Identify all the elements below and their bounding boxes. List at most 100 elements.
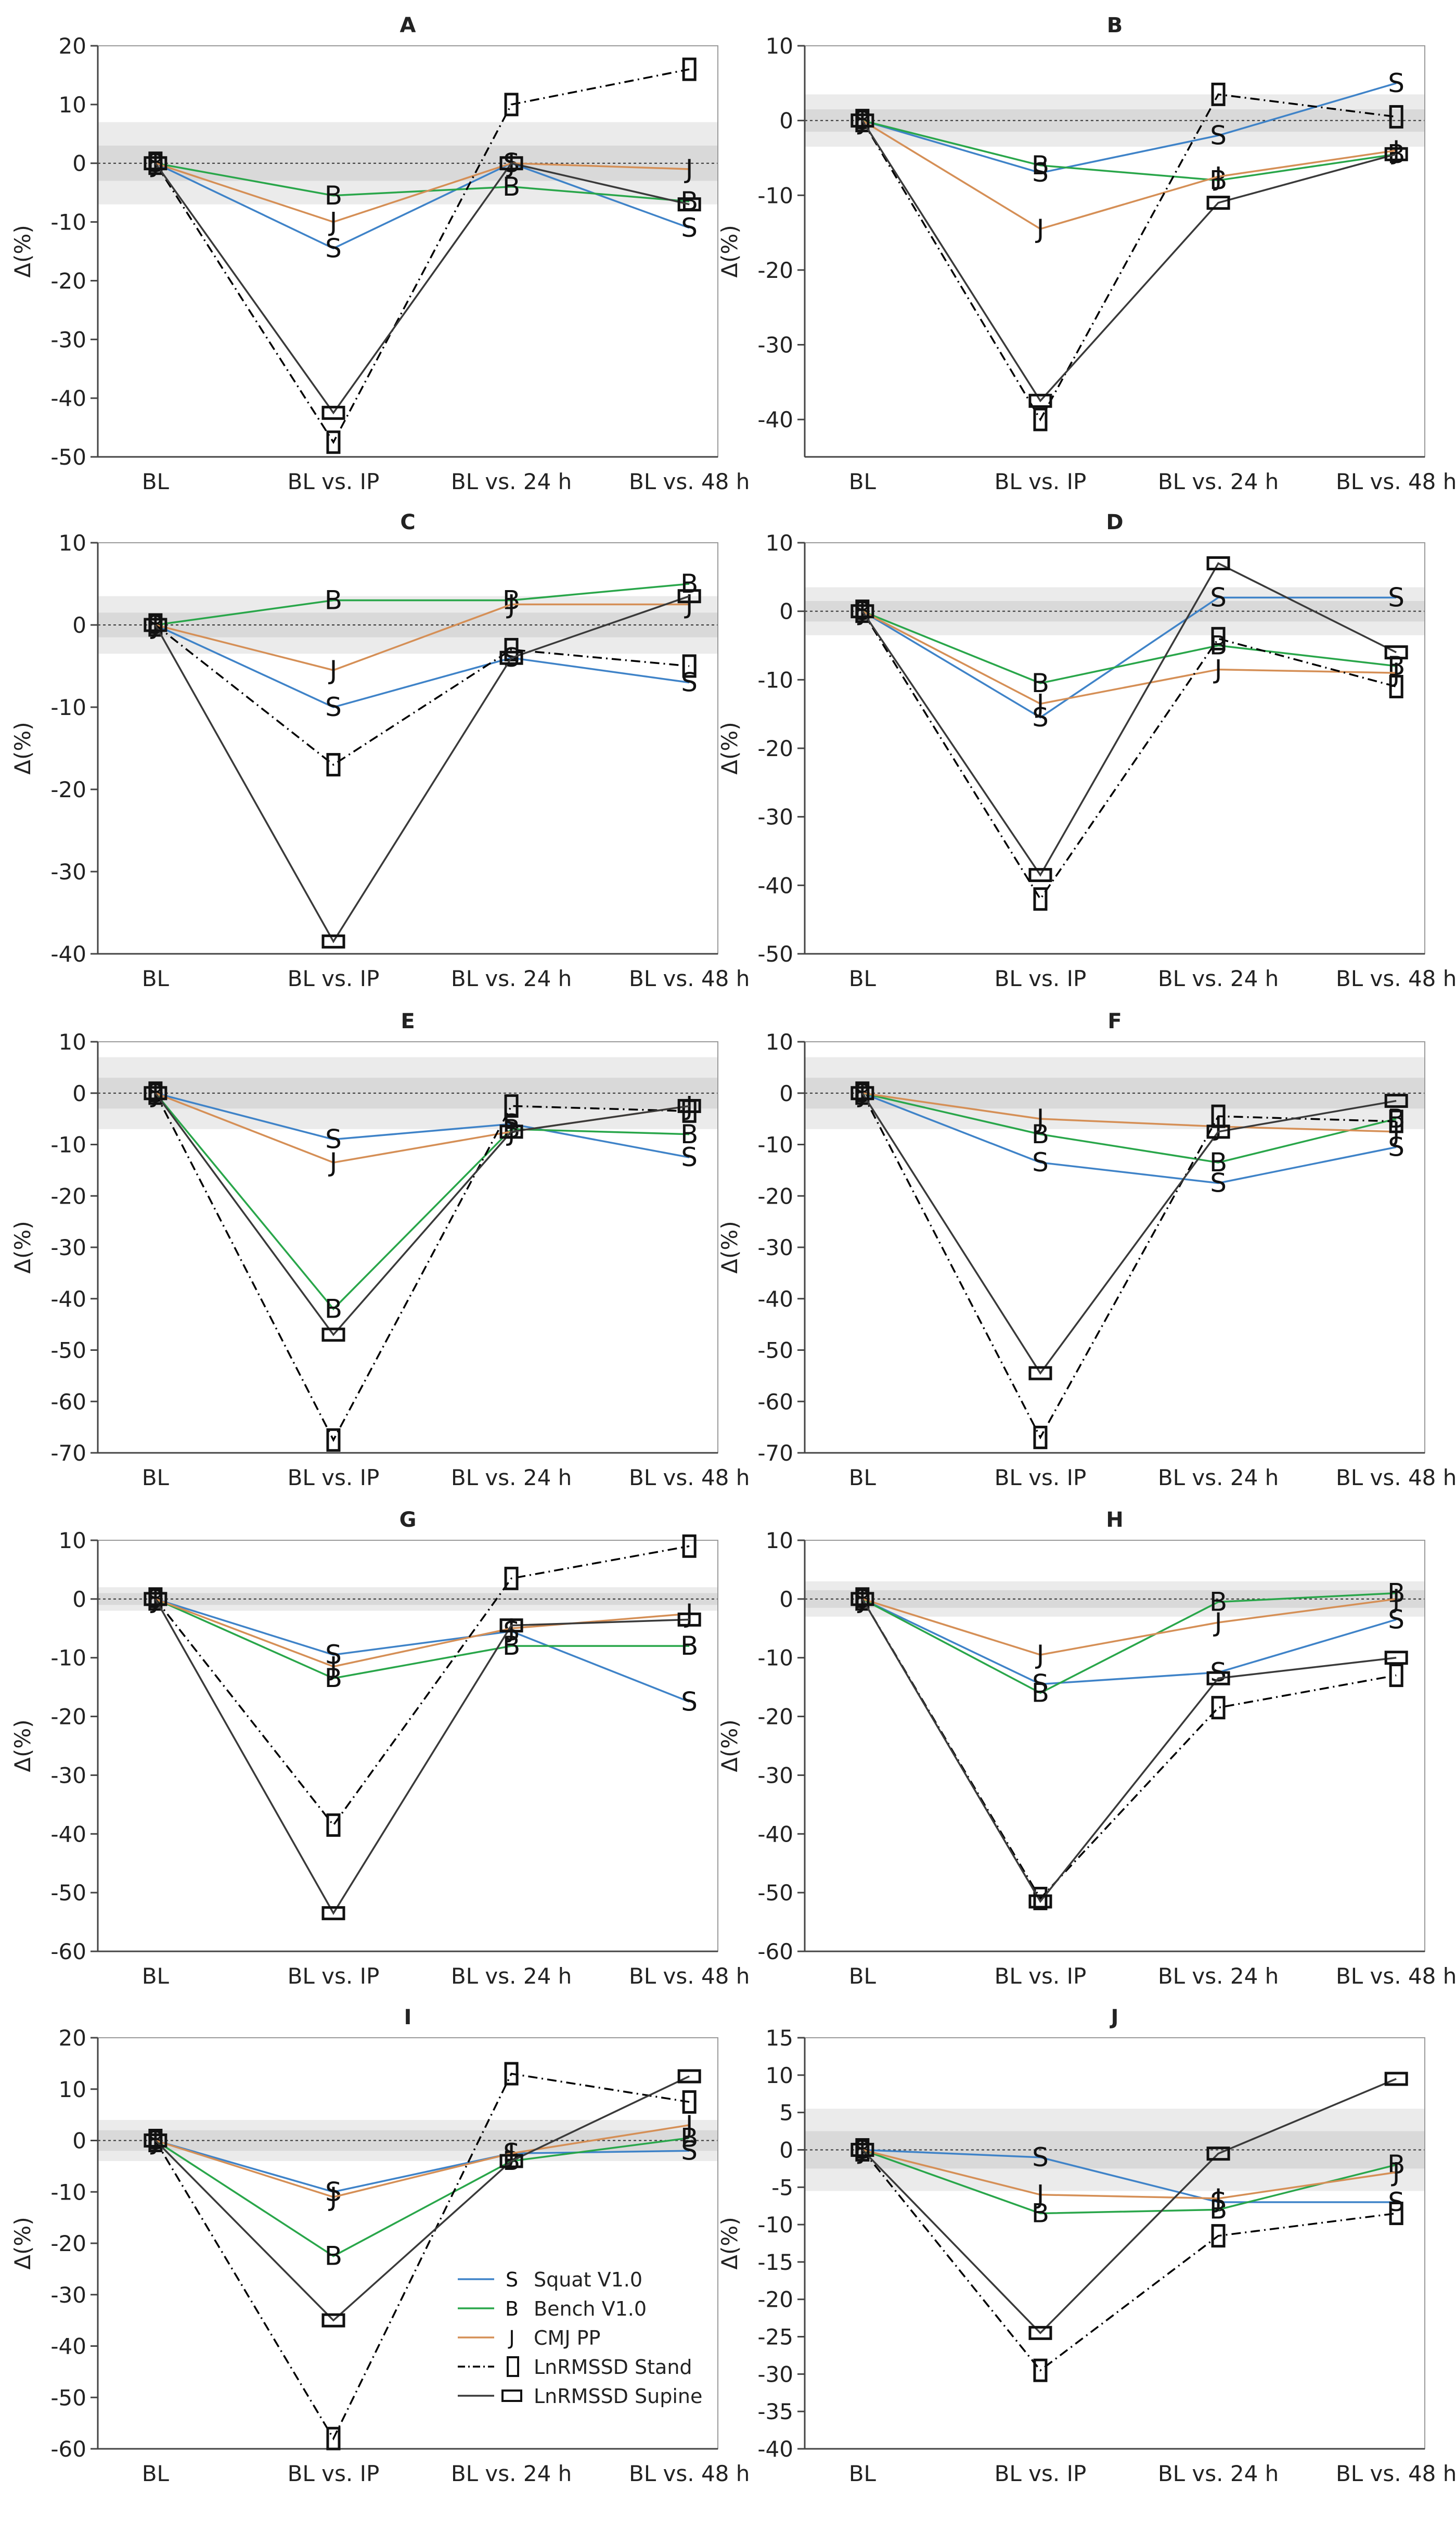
- marker-supine: [1206, 1125, 1230, 1139]
- y-tick-label: -40: [757, 2436, 793, 2462]
- marker-stand: [855, 599, 870, 623]
- marker-bench: B: [680, 1119, 698, 1149]
- marker-bench: B: [1032, 2199, 1049, 2229]
- marker-stand: [1033, 407, 1048, 431]
- marker-bench: B: [1387, 1578, 1405, 1608]
- x-tick-label: BL vs. IP: [995, 1963, 1087, 1989]
- marker-supine: [1384, 2072, 1408, 2086]
- legend-label: Bench V1.0: [534, 2297, 647, 2320]
- y-tick-label: -30: [50, 1762, 86, 1788]
- marker-squat: S: [325, 1125, 342, 1155]
- marker-cmj: J: [1391, 135, 1400, 165]
- x-tick-label: BL vs. 48 h: [629, 1963, 750, 1989]
- y-tick-label: -20: [50, 1704, 86, 1730]
- marker-bench: B: [680, 1631, 698, 1661]
- x-tick-label: BL vs. 48 h: [1336, 966, 1456, 991]
- marker-supine: [144, 618, 167, 632]
- series-line-cmj: [862, 1092, 1397, 1133]
- y-tick-label: 0: [779, 599, 793, 624]
- y-tick-label: 10: [766, 33, 793, 59]
- y-tick-label: 10: [766, 2063, 793, 2088]
- marker-stand: [682, 2090, 697, 2114]
- marker-cmj: J: [1035, 214, 1045, 244]
- chart-title: F: [1107, 1010, 1122, 1033]
- chart-F: F 10 0 -10 -20 -30 -40 -50 -60 -70 Δ(%) BL BL vs. IP…: [717, 1010, 1456, 1490]
- y-tick-label: 0: [72, 612, 86, 638]
- y-tick-label: 0: [72, 151, 86, 176]
- series-line-squat: [862, 82, 1397, 174]
- y-tick-label: -10: [50, 1132, 86, 1158]
- y-tick-label: 20: [59, 33, 86, 59]
- marker-supine: [851, 604, 874, 619]
- series-line-squat: [155, 1598, 690, 1703]
- marker-squat: S: [681, 213, 698, 243]
- y-tick-label: 10: [59, 92, 86, 118]
- legend-marker-stand: [507, 2356, 519, 2377]
- legend-label: CMJ PP: [534, 2327, 600, 2349]
- x-tick-label: BL vs. IP: [288, 1963, 380, 1989]
- series-line-supine: [861, 1092, 1397, 1375]
- y-axis-label: Δ(%): [10, 2217, 35, 2269]
- x-tick-label: BL: [142, 1465, 170, 1490]
- x-tick-label: BL vs. IP: [995, 469, 1087, 494]
- y-tick-label: -10: [50, 695, 86, 720]
- x-tick-label: BL vs. 24 h: [1158, 1465, 1279, 1490]
- marker-cmj: J: [328, 2182, 338, 2212]
- marker-cmj: J: [857, 596, 866, 627]
- chart-title: I: [404, 2005, 412, 2029]
- x-tick-label: BL vs. IP: [995, 1465, 1087, 1490]
- marker-bench: B: [325, 585, 342, 616]
- marker-stand: [148, 1081, 163, 1105]
- y-tick-label: 0: [779, 2137, 793, 2163]
- marker-supine: [1028, 868, 1052, 883]
- marker-stand: [1211, 627, 1226, 650]
- series-line-squat: [155, 624, 690, 708]
- y-axis-label: Δ(%): [717, 225, 742, 277]
- marker-squat: S: [681, 2136, 698, 2166]
- marker-cmj: J: [506, 590, 516, 620]
- y-tick-label: 10: [766, 1528, 793, 1553]
- x-tick-label: BL vs. 48 h: [629, 2461, 750, 2486]
- marker-stand: [1033, 2358, 1048, 2382]
- y-tick-label: 10: [59, 1528, 86, 1553]
- y-tick-label: 0: [779, 1587, 793, 1612]
- marker-cmj: J: [1213, 1607, 1222, 1638]
- y-tick-label: -40: [757, 1821, 793, 1847]
- marker-squat: S: [1388, 582, 1405, 612]
- y-tick-label: 10: [59, 2077, 86, 2102]
- y-tick-label: -40: [757, 873, 793, 898]
- y-tick-label: 10: [766, 1029, 793, 1055]
- y-axis-label: Δ(%): [10, 1719, 35, 1772]
- marker-bench: B: [1032, 668, 1049, 698]
- x-tick-label: BL: [142, 469, 170, 494]
- marker-cmj: J: [328, 207, 338, 237]
- x-tick-label: BL: [849, 966, 877, 991]
- marker-supine: [321, 1327, 345, 1342]
- marker-stand: [504, 1566, 519, 1590]
- y-tick-label: 10: [59, 530, 86, 556]
- plot-frame: [97, 45, 718, 457]
- marker-cmj: J: [857, 2135, 866, 2165]
- marker-stand: [148, 2129, 163, 2152]
- legend-symbol: S: [506, 2268, 518, 2291]
- series-line-supine: [154, 1598, 690, 1915]
- marker-bench: B: [1209, 1587, 1227, 1617]
- marker-supine: [1384, 1094, 1408, 1108]
- y-tick-label: -30: [757, 1762, 793, 1788]
- marker-stand: [148, 613, 163, 637]
- marker-cmj: J: [857, 106, 866, 136]
- x-tick-label: BL vs. 24 h: [451, 2461, 572, 2486]
- y-tick-label: -60: [50, 1939, 86, 1964]
- y-tick-label: 10: [766, 530, 793, 556]
- series-line-stand: [154, 1545, 690, 1827]
- y-tick-label: -60: [757, 1939, 793, 1964]
- series-line-bench: [155, 1598, 690, 1680]
- y-tick-label: -20: [50, 268, 86, 293]
- marker-supine: [321, 934, 345, 949]
- marker-stand: [1033, 1425, 1048, 1449]
- y-tick-label: -30: [757, 2361, 793, 2387]
- marker-stand: [855, 1081, 870, 1105]
- marker-supine: [1206, 196, 1230, 210]
- legend-label: LnRMSSD Stand: [534, 2356, 692, 2379]
- series-line-bench: [154, 1092, 690, 1311]
